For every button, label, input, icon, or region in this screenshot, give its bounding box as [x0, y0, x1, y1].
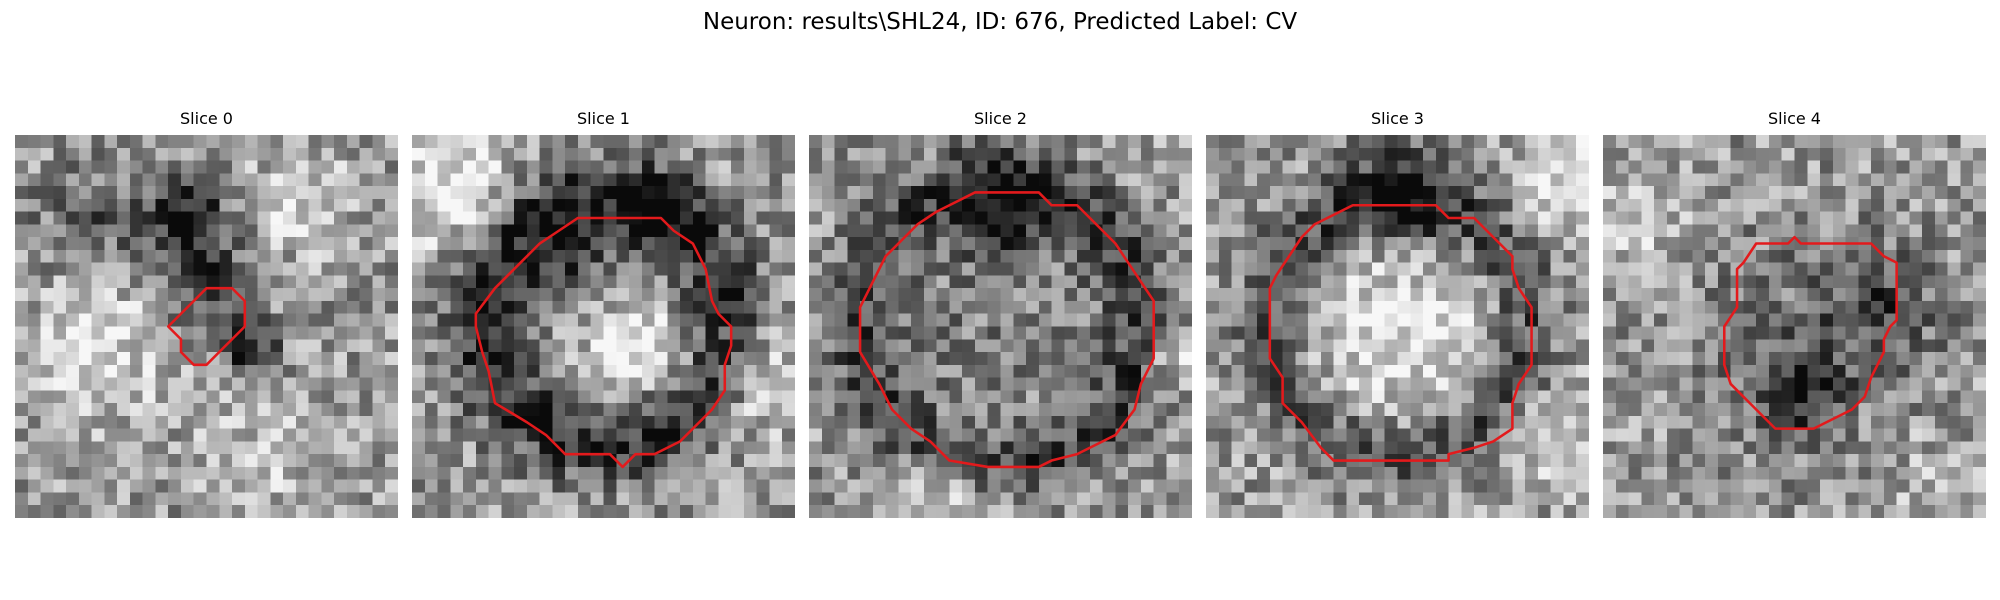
segmentation-contour — [858, 191, 1155, 469]
segmentation-contour — [1268, 203, 1533, 462]
pixel-grid — [1603, 135, 1986, 518]
slice-title: Slice 1 — [577, 109, 630, 128]
slice-title: Slice 3 — [1371, 109, 1424, 128]
slice-image — [412, 135, 795, 518]
slice-title: Slice 4 — [1768, 109, 1821, 128]
slice-image — [1603, 135, 1986, 518]
segmentation-contour — [1723, 235, 1898, 430]
figure-title: Neuron: results\SHL24, ID: 676, Predicte… — [702, 9, 1298, 35]
slice-title: Slice 2 — [974, 109, 1027, 128]
segmentation-contour — [166, 286, 247, 367]
segmentation-contour — [474, 216, 733, 469]
slice-image — [15, 135, 398, 518]
pixel-grid — [809, 135, 1192, 518]
pixel-grid — [1206, 135, 1589, 518]
pixel-grid — [412, 135, 795, 518]
slice-title: Slice 0 — [180, 109, 233, 128]
pixel-grid — [15, 135, 398, 518]
slice-image — [1206, 135, 1589, 518]
slice-image — [809, 135, 1192, 518]
